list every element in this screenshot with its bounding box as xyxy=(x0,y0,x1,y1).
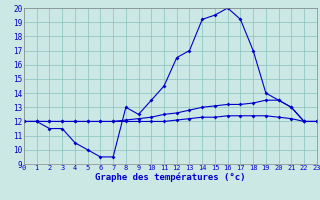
X-axis label: Graphe des températures (°c): Graphe des températures (°c) xyxy=(95,173,246,182)
